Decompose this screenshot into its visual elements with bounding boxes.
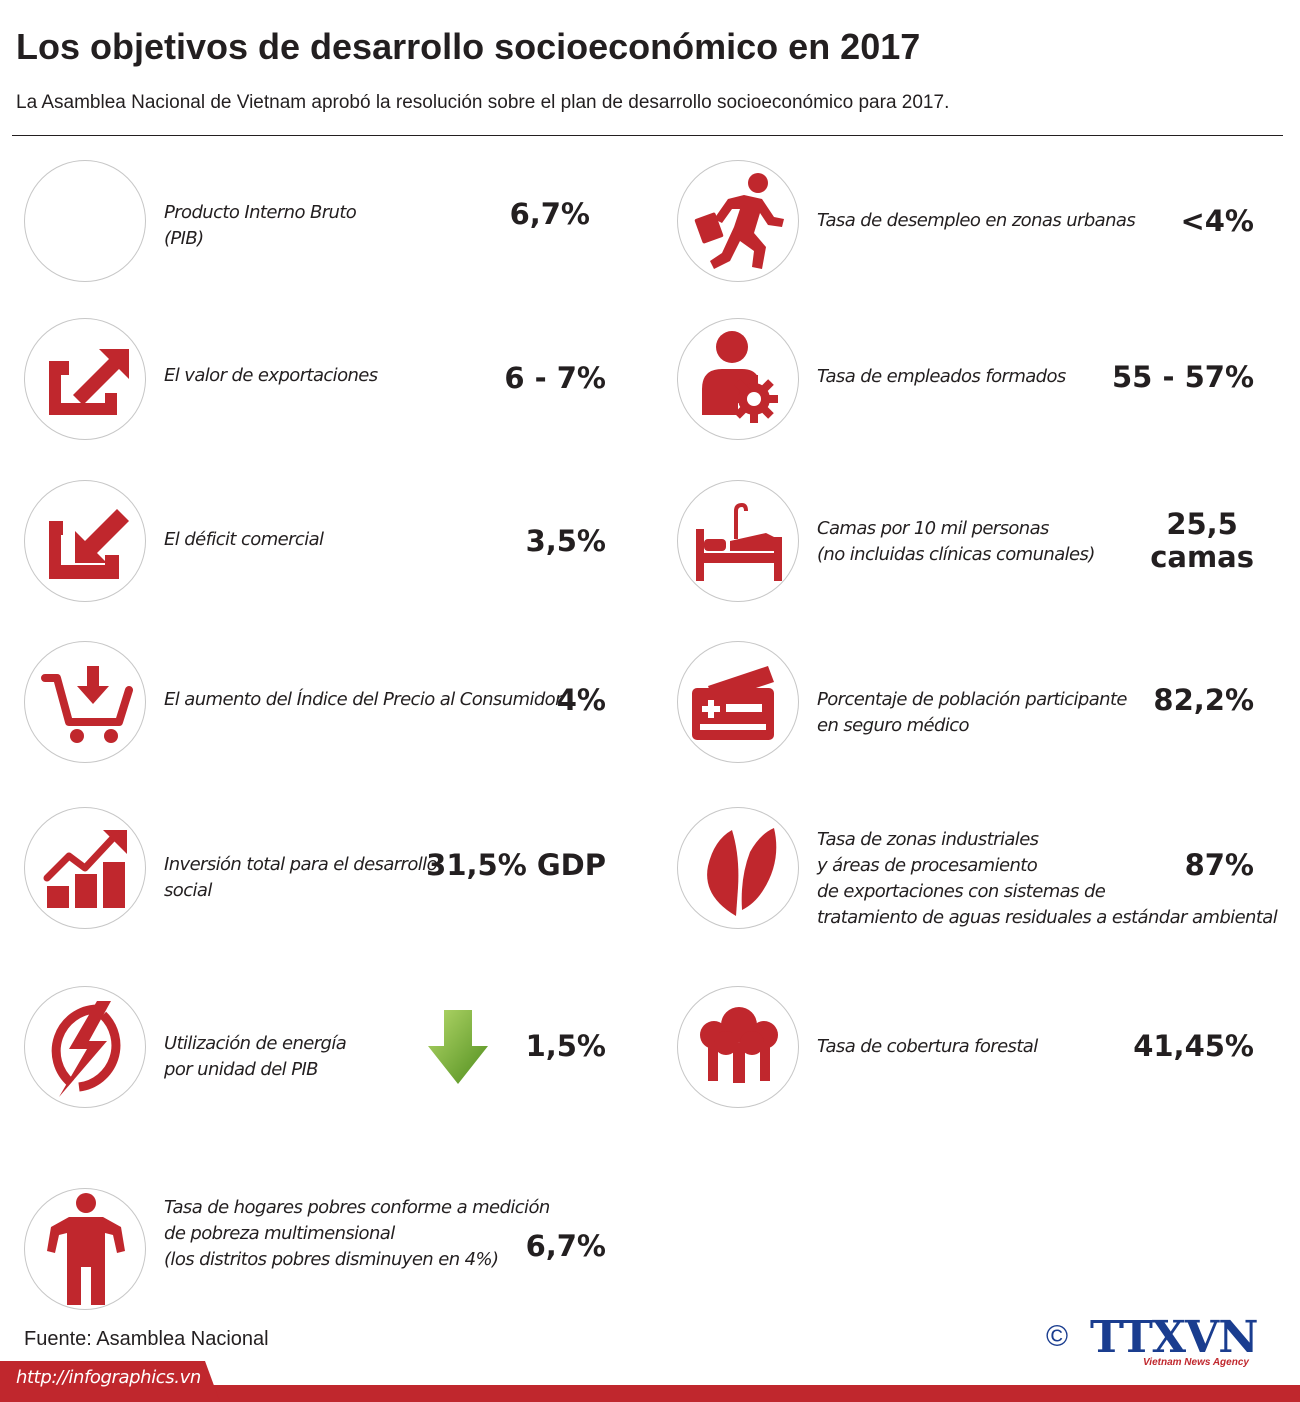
wastewater-value: 87%	[1184, 848, 1254, 882]
person-icon	[47, 1193, 125, 1305]
website-link[interactable]: http://infographics.vn	[16, 1367, 201, 1388]
ttxvn-logo: TTXVN	[1090, 1312, 1258, 1363]
page-title: Los objetivos de desarrollo socioeconómi…	[16, 26, 921, 67]
poverty-icon-circle	[24, 1188, 146, 1310]
health-insurance-value: 82,2%	[1153, 683, 1254, 717]
forest-value: 41,45%	[1133, 1029, 1254, 1063]
trained-workers-value: 55 - 57%	[1112, 360, 1254, 394]
trained-workers-label: Tasa de empleados formados	[817, 366, 1066, 387]
poverty-value: 6,7%	[525, 1229, 606, 1263]
worker-gear-icon	[702, 331, 778, 423]
export-arrow-icon	[49, 349, 129, 415]
url-band	[0, 1361, 220, 1402]
health-insurance-icon-circle	[677, 641, 799, 763]
investment-icon-circle	[24, 807, 146, 929]
wastewater-label: Tasa de zonas industriales y áreas de pr…	[817, 829, 1278, 928]
unemployment-value: <4%	[1180, 204, 1254, 238]
exports-label: El valor de exportaciones	[164, 365, 378, 386]
investment-label: Inversión total para el desarrollo socia…	[164, 854, 438, 901]
wastewater-icon-circle	[677, 807, 799, 929]
copyright-symbol: ©	[1046, 1320, 1069, 1353]
poverty-label: Tasa de hogares pobres conforme a medici…	[164, 1197, 550, 1270]
exports-icon-circle	[24, 318, 146, 440]
cpi-icon-circle	[24, 641, 146, 763]
lightning-icon	[51, 1001, 121, 1097]
page-subtitle: La Asamblea Nacional de Vietnam aprobó l…	[16, 92, 950, 113]
growth-chart-icon	[43, 830, 127, 908]
gdp-label: Producto Interno Bruto (PIB)	[164, 202, 357, 249]
exports-value: 6 - 7%	[504, 361, 606, 395]
investment-value: 31,5% GDP	[426, 848, 606, 882]
forest-label: Tasa de cobertura forestal	[817, 1036, 1038, 1057]
energy-icon-circle	[24, 986, 146, 1108]
leaf-icon	[707, 828, 777, 916]
deficit-label: El déficit comercial	[164, 529, 324, 550]
footer-bar	[0, 1385, 1300, 1402]
shopping-cart-icon	[41, 666, 133, 743]
health-insurance-label: Porcentaje de población participante en …	[817, 689, 1128, 736]
forest-icon	[700, 1007, 778, 1083]
cpi-label: El aumento del Índice del Precio al Cons…	[164, 689, 562, 710]
unemployment-icon-circle	[677, 160, 799, 282]
gdp-value: 6,7%	[509, 197, 590, 231]
hospital-beds-label: Camas por 10 mil personas (no incluidas …	[817, 518, 1095, 565]
deficit-icon-circle	[24, 480, 146, 602]
blank-icon	[25, 161, 147, 283]
trained-workers-icon-circle	[677, 318, 799, 440]
hospital-beds-value: 25,5 camas	[1150, 507, 1254, 574]
forest-icon-circle	[677, 986, 799, 1108]
energy-label: Utilización de energía por unidad del PI…	[164, 1033, 347, 1080]
green-down-arrow-icon	[428, 1010, 488, 1084]
unemployment-label: Tasa de desempleo en zonas urbanas	[817, 210, 1136, 231]
deficit-value: 3,5%	[525, 524, 606, 558]
header-divider	[12, 135, 1283, 136]
health-card-icon	[692, 666, 774, 740]
gdp-icon-circle	[24, 160, 146, 282]
energy-value: 1,5%	[525, 1029, 606, 1063]
hospital-beds-icon-circle	[677, 480, 799, 602]
cpi-value: 4%	[556, 683, 606, 717]
ttxvn-logo-subtitle: Vietnam News Agency	[1143, 1357, 1249, 1368]
source-note: Fuente: Asamblea Nacional	[24, 1328, 269, 1350]
import-arrow-icon	[49, 509, 129, 579]
running-man-icon	[694, 173, 784, 269]
hospital-bed-icon	[696, 502, 782, 581]
